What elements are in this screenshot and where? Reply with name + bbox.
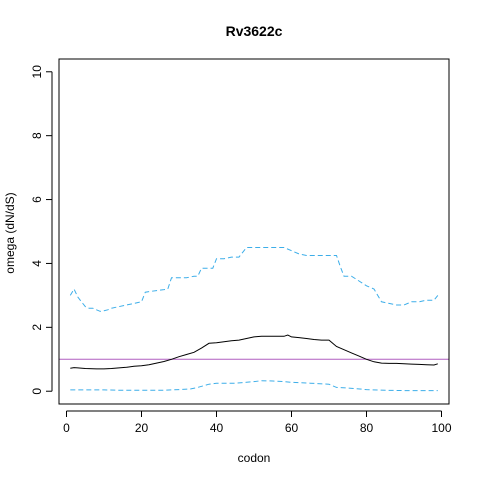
plot-frame	[58, 58, 450, 405]
y-tick-label: 2	[30, 324, 44, 331]
lower-bound-line	[70, 380, 438, 392]
y-tick-label: 6	[30, 196, 44, 203]
x-tick-label: 100	[431, 421, 451, 435]
x-tick-label: 80	[360, 421, 374, 435]
chart-title: Rv3622c	[226, 23, 283, 39]
x-tick-label: 40	[210, 421, 224, 435]
omega-estimate-line	[70, 334, 438, 370]
y-tick-label: 0	[30, 388, 44, 395]
y-tick-label: 10	[30, 65, 44, 79]
x-tick-label: 20	[135, 421, 149, 435]
x-tick-label: 0	[63, 421, 70, 435]
y-tick-label: 8	[30, 132, 44, 139]
x-axis-label: codon	[238, 451, 271, 465]
x-tick-label: 60	[285, 421, 299, 435]
y-tick-label: 4	[30, 260, 44, 267]
plot-area	[59, 247, 449, 392]
upper-bound-line	[69, 247, 439, 312]
y-axis-label: omega (dN/dS)	[3, 192, 17, 273]
